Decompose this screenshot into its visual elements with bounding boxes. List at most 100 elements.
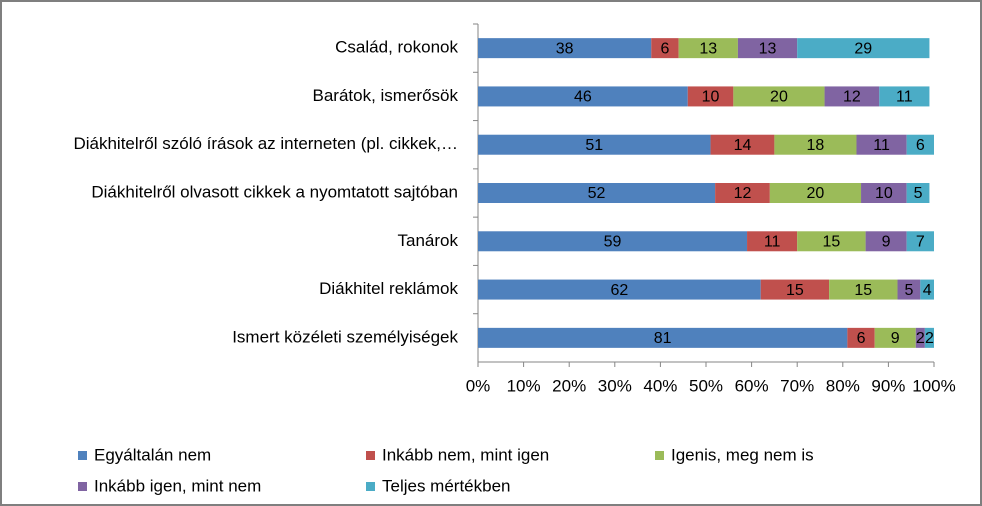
x-tick-label: 10% [507,376,541,395]
legend-swatch [366,482,375,491]
y-tick-label: Diákhitelről olvasott cikkek a nyomtatot… [91,182,458,201]
data-label: 9 [882,234,891,251]
data-label: 59 [604,234,622,251]
bar-segment [797,38,930,59]
legend-label: Teljes mértékben [382,476,511,495]
bar-segment [478,279,761,300]
bar-segment [906,134,934,155]
bar-segment [906,231,934,252]
data-label: 11 [873,137,890,154]
data-label: 15 [854,282,872,299]
data-label: 2 [916,330,925,347]
x-tick-label: 0% [466,376,491,395]
data-label: 10 [702,89,720,106]
bar-segment [861,183,907,203]
bar-segment [847,327,875,348]
data-label: 62 [610,282,628,299]
data-label: 51 [585,137,603,154]
data-label: 81 [654,330,672,347]
y-tick-label: Ismert közéleti személyiségek [232,327,458,346]
data-label: 6 [916,137,925,154]
data-label: 4 [923,282,932,299]
bar-segment [478,231,748,252]
data-label: 13 [699,40,717,57]
bar-segment [478,327,848,348]
bar-segment [774,134,857,155]
y-tick-label: Diákhitelről szóló írások az interneten … [73,134,458,153]
x-tick-label: 50% [689,376,723,395]
data-label: 18 [807,137,825,154]
data-label: 20 [770,89,788,106]
bar-segment [906,183,930,203]
legend-label: Inkább igen, mint nem [94,476,261,495]
x-tick-label: 70% [780,376,814,395]
x-tick-label: 30% [598,376,632,395]
bar-segment [856,134,907,155]
data-label: 38 [556,40,574,57]
bar-segment [865,231,907,252]
bar-segment [737,38,798,59]
y-tick-label: Barátok, ismerősök [313,86,459,105]
bar-segment [710,134,775,155]
bar-segment [478,134,711,155]
data-label: 12 [734,185,752,202]
data-label: 6 [661,40,670,57]
data-label: 11 [896,89,913,106]
bar-segment [829,279,898,300]
data-label: 12 [843,89,861,106]
bar-segment [478,38,652,59]
y-tick-label: Diákhitel reklámok [319,279,458,298]
data-label: 10 [875,185,893,202]
bar-segment [924,327,934,348]
data-label: 11 [764,234,781,251]
x-tick-label: 90% [871,376,905,395]
bar-segment [769,183,862,203]
bar-segment [715,183,770,203]
bar-segment [897,279,921,300]
bar-segment [687,86,734,107]
data-label: 5 [914,185,923,202]
legend-swatch [655,451,664,460]
legend-swatch [366,451,375,460]
bar-segment [920,279,934,300]
data-label: 5 [904,282,913,299]
x-tick-label: 100% [912,376,955,395]
bar-segment [797,231,866,252]
bar-segment [747,231,798,252]
bar-segment [678,38,738,59]
data-label: 9 [891,330,900,347]
data-label: 14 [734,137,752,154]
bar-segment [824,86,880,107]
x-tick-label: 20% [552,376,586,395]
bar-segment [478,183,716,203]
bar-segment [760,279,830,300]
data-label: 20 [807,185,825,202]
bar-segment [733,86,825,107]
data-label: 2 [925,330,934,347]
data-label: 7 [916,234,925,251]
data-label: 13 [759,40,777,57]
bar-segment [915,327,925,348]
legend-swatch [78,482,87,491]
legend-label: Igenis, meg nem is [671,445,814,464]
x-tick-label: 40% [643,376,677,395]
legend-label: Inkább nem, mint igen [382,445,549,464]
data-label: 52 [588,185,606,202]
data-label: 15 [823,234,841,251]
y-tick-label: Család, rokonok [335,38,458,57]
x-tick-label: 80% [826,376,860,395]
data-label: 29 [854,40,872,57]
legend-label: Egyáltalán nem [94,445,211,464]
bar-segment [478,86,688,107]
bar-segment [651,38,679,59]
bar-segment [879,86,930,107]
data-label: 15 [786,282,804,299]
data-label: 46 [574,89,592,106]
legend-swatch [78,451,87,460]
bar-segment [874,327,916,348]
data-label: 6 [857,330,866,347]
x-tick-label: 60% [735,376,769,395]
y-tick-label: Tanárok [398,231,459,250]
